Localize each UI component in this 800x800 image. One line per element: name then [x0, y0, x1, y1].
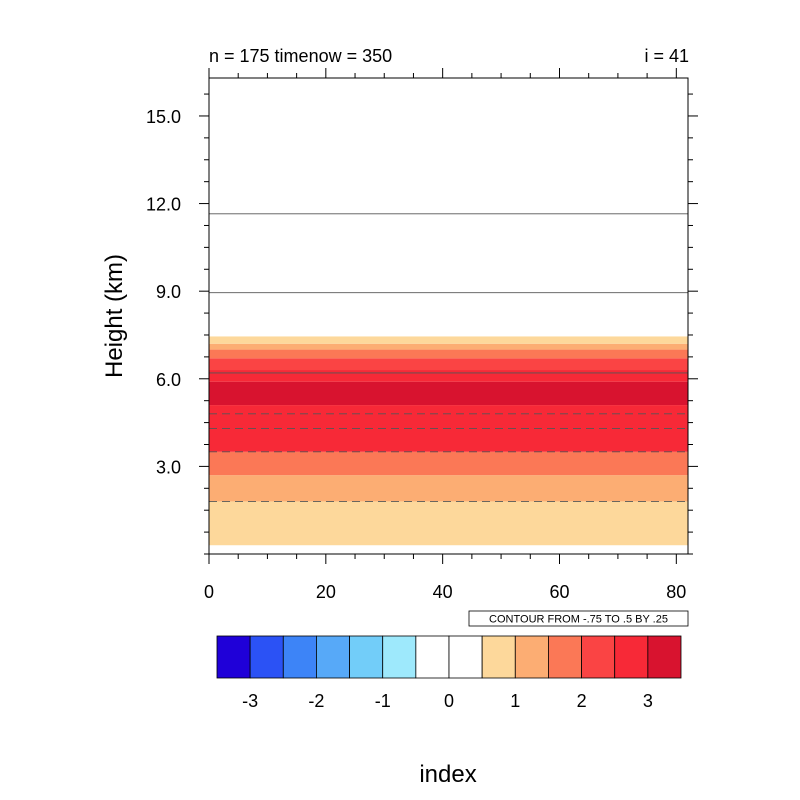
y-tick-label-0: 3.0	[156, 457, 181, 477]
contour-band-8	[209, 343, 688, 350]
y-tick-label-4: 15.0	[146, 107, 181, 127]
colorbar-labels: -3 -2 -1 0 1 2 3	[242, 691, 653, 711]
y-axis-label: Height (km)	[101, 254, 128, 378]
contour-band-0	[209, 501, 688, 546]
colorbar-label-3: 0	[444, 691, 454, 711]
x-tick-label-3: 60	[549, 582, 569, 602]
colorbar-label-2: -1	[375, 691, 391, 711]
axis-tick-labels: 0 20 40 60 80 3.0 6.0 9.0 12.0 15.0	[146, 107, 686, 602]
contour-band-7	[209, 349, 688, 359]
y-tick-label-2: 9.0	[156, 282, 181, 302]
chart-title-left: n = 175 timenow = 350	[209, 46, 392, 66]
y-tick-label-3: 12.0	[146, 195, 181, 215]
axis-ticks	[199, 68, 698, 564]
colorbar-box-13	[647, 635, 682, 679]
plot-frame	[208, 77, 689, 555]
colorbar-label-6: 3	[643, 691, 653, 711]
contour-fill-bands	[209, 336, 688, 546]
contour-lines	[209, 213, 688, 502]
contour-band-1	[209, 475, 688, 502]
colorbar-box-9	[514, 635, 549, 679]
x-tick-label-0: 0	[204, 582, 214, 602]
x-tick-label-1: 20	[316, 582, 336, 602]
contour-band-5	[209, 370, 688, 382]
contour-info-text: CONTOUR FROM -.75 TO .5 BY .25	[489, 614, 668, 626]
x-tick-label-4: 80	[666, 582, 686, 602]
colorbar-box-4	[349, 635, 384, 679]
colorbar-box-12	[614, 635, 649, 679]
contour-band-6	[209, 358, 688, 371]
colorbar-box-1	[249, 635, 284, 679]
colorbar-box-10	[548, 635, 582, 679]
colorbar-box-2	[282, 635, 317, 679]
x-tick-label-2: 40	[433, 582, 453, 602]
colorbar-box-3	[316, 635, 350, 679]
contour-band-4	[209, 381, 688, 406]
colorbar-label-0: -3	[242, 691, 258, 711]
chart-title-right: i = 41	[644, 46, 689, 66]
colorbar-label-1: -2	[308, 691, 324, 711]
contour-band-2	[209, 451, 688, 476]
colorbar-label-4: 1	[510, 691, 520, 711]
colorbar-box-7	[448, 635, 483, 679]
colorbar-label-5: 2	[577, 691, 587, 711]
colorbar-box-11	[581, 635, 616, 679]
x-axis-label: index	[419, 761, 476, 788]
colorbar-box-0	[216, 635, 251, 679]
colorbar-box-6	[415, 635, 450, 679]
y-tick-label-1: 6.0	[156, 370, 181, 390]
colorbar-box-5	[382, 635, 417, 679]
contour-band-9	[209, 336, 688, 344]
colorbar-box-8	[481, 635, 516, 679]
colorbar	[216, 635, 682, 679]
contour-info-box	[468, 610, 689, 627]
